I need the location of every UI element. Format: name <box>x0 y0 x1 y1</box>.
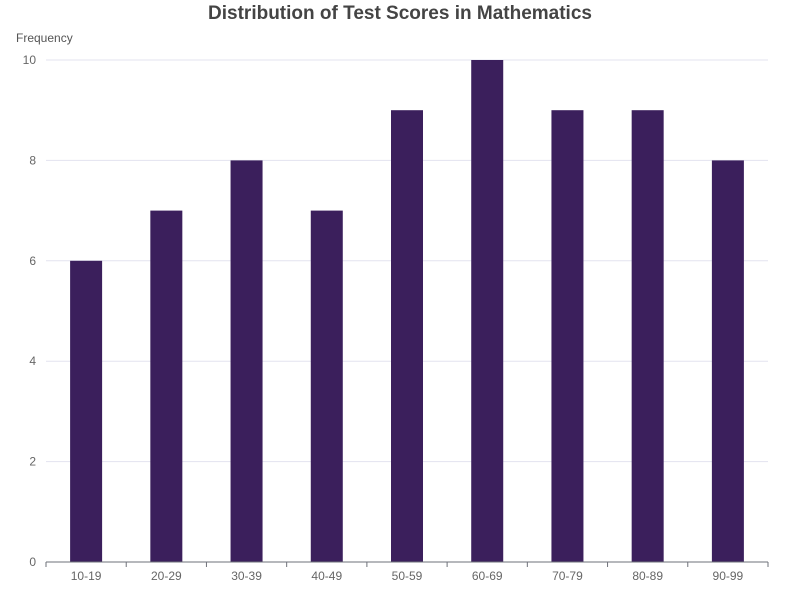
bar-60-69 <box>471 60 504 562</box>
bar-80-89 <box>631 110 664 562</box>
x-tick-labels: 10-19 20-29 30-39 40-49 50-59 60-69 70-79 80-89… <box>71 569 744 583</box>
bars <box>70 60 744 562</box>
x-tick-label: 40-49 <box>311 569 342 583</box>
x-axis <box>45 561 769 567</box>
chart-title: Distribution of Test Scores in Mathemati… <box>208 3 592 24</box>
y-tick-label: 2 <box>29 455 36 469</box>
bar-30-39 <box>230 160 263 562</box>
bar-10-19 <box>70 260 103 562</box>
y-tick-label: 4 <box>29 354 36 368</box>
y-tick-label: 6 <box>29 254 36 268</box>
y-tick-label: 10 <box>23 53 37 67</box>
x-tick-label: 90-99 <box>713 569 744 583</box>
x-tick-label: 20-29 <box>151 569 182 583</box>
y-tick-labels: 0 2 4 6 8 10 <box>23 53 37 569</box>
bar-70-79 <box>551 110 584 562</box>
bar-40-49 <box>310 210 343 562</box>
x-tick-label: 30-39 <box>231 569 262 583</box>
y-tick-label: 0 <box>29 555 36 569</box>
y-tick-label: 8 <box>29 153 36 167</box>
x-tick-label: 60-69 <box>472 569 503 583</box>
bar-50-59 <box>391 110 423 562</box>
bar-20-29 <box>150 210 183 562</box>
bar-90-99 <box>711 160 744 562</box>
x-tick-label: 10-19 <box>71 569 102 583</box>
x-tick-label: 70-79 <box>552 569 583 583</box>
x-tick-label: 50-59 <box>392 569 423 583</box>
x-tick-label: 80-89 <box>632 569 663 583</box>
y-axis-label: Frequency <box>16 31 73 45</box>
